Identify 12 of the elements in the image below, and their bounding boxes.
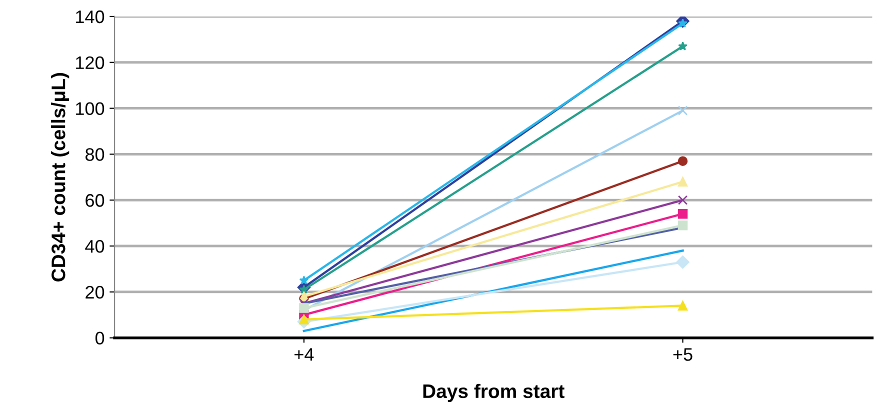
- y-tick-label: 40: [85, 240, 104, 253]
- y-tick-label: 80: [86, 148, 104, 161]
- y-tick-label: 100: [76, 102, 104, 116]
- x-tick-label: +5: [673, 348, 692, 361]
- y-axis-title: CD34+ count (cells/μL): [51, 73, 70, 282]
- y-tick-label: 20: [86, 286, 104, 299]
- y-tick-label: 60: [86, 194, 104, 207]
- x-tick-label: +4: [294, 348, 314, 361]
- x-axis-title: Days from start: [423, 384, 564, 402]
- y-tick-label: 120: [76, 56, 104, 70]
- y-tick-label: 0: [95, 332, 104, 345]
- y-tick-label: 140: [76, 10, 104, 24]
